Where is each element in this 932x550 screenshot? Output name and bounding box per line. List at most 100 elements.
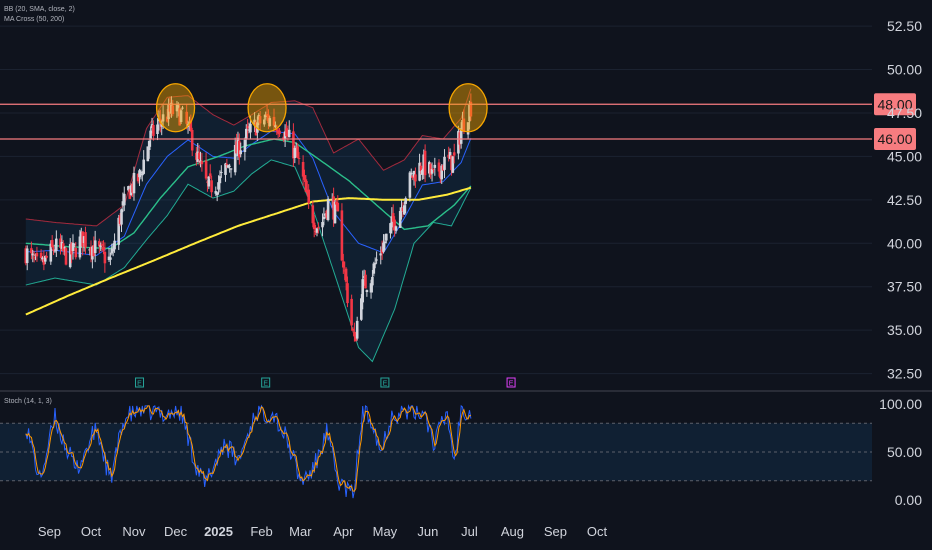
candle-body	[100, 244, 104, 246]
candle-body	[138, 170, 141, 178]
candle-body	[421, 170, 424, 175]
candle-body	[293, 147, 297, 158]
candle-body	[418, 162, 421, 181]
candle-body	[60, 242, 64, 249]
candle-body	[224, 163, 227, 175]
candle-body	[73, 243, 76, 245]
time-tick-label: May	[373, 524, 398, 539]
stoch-tick-label: 100.00	[879, 396, 922, 412]
candle-body	[324, 213, 327, 216]
candle-body	[447, 154, 450, 158]
candle-body	[88, 249, 91, 251]
candle-body	[285, 128, 288, 137]
candle-body	[98, 241, 101, 247]
candle-body	[246, 126, 249, 129]
candle-body	[459, 128, 463, 144]
candle-body	[408, 172, 412, 198]
candle-body	[306, 190, 309, 194]
candle-body	[196, 151, 199, 162]
candle-body	[156, 124, 159, 134]
stoch-axis[interactable]: 100.00 50.00 0.00	[879, 396, 922, 508]
candle-body	[91, 246, 94, 260]
time-tick-label: Aug	[501, 524, 524, 539]
candle-body	[170, 102, 173, 114]
candle-body	[31, 253, 35, 256]
candle-body	[274, 125, 277, 128]
candle-body	[364, 274, 367, 289]
candle-body	[372, 263, 376, 274]
price-axis[interactable]: 52.50 50.00 47.50 45.00 42.50 40.00 37.50 35.00…	[887, 18, 922, 382]
price-tick-label: 47.50	[887, 105, 922, 121]
time-tick-label: Jun	[417, 524, 438, 539]
time-tick-label: Mar	[289, 524, 312, 539]
candle-body	[188, 122, 191, 124]
candle-body	[332, 196, 335, 220]
time-axis[interactable]: Sep Oct Nov Dec 2025 Feb Mar Apr May Jun Jul Aug Sep…	[38, 524, 608, 539]
candle-body	[74, 248, 78, 258]
candle-body	[208, 173, 212, 177]
candle-body	[218, 176, 222, 184]
candle-body	[128, 189, 132, 199]
candle-body	[30, 248, 33, 254]
bb-legend[interactable]: BB (20, SMA, close, 2)	[4, 6, 75, 13]
level-tag-label-0: 48.00	[877, 96, 912, 112]
bb-basis-line	[25, 130, 472, 257]
candle-body	[433, 164, 437, 168]
candle-body	[152, 125, 155, 136]
candle-body	[314, 230, 317, 232]
bb-band-area	[25, 88, 471, 362]
candle-body	[55, 238, 58, 251]
candle-body	[32, 257, 36, 259]
candle-body	[336, 202, 340, 212]
candle-body	[149, 130, 152, 139]
candle-body	[142, 159, 145, 174]
candle-body	[333, 201, 337, 224]
candle-body	[287, 129, 291, 138]
candle-body	[147, 141, 151, 150]
candle-body	[233, 145, 237, 173]
candle-body	[136, 173, 140, 182]
candle-body	[50, 240, 54, 248]
candle-body	[82, 236, 86, 243]
candle-body	[63, 247, 66, 249]
candle-body	[185, 111, 188, 124]
candle-body	[422, 154, 425, 174]
candle-body	[448, 152, 452, 159]
candle-body	[432, 168, 435, 170]
candle-body	[199, 160, 202, 163]
candle-body	[311, 205, 315, 224]
candle-body	[322, 216, 326, 220]
candle-body	[391, 213, 395, 222]
candle-body	[379, 253, 382, 256]
candle-body	[385, 233, 388, 241]
candle-body	[321, 222, 324, 228]
price-levels: 48.00 46.00	[0, 93, 916, 151]
candle-body	[264, 114, 267, 118]
candle-body	[346, 283, 349, 304]
candle-body	[238, 140, 241, 158]
price-tick-label: 45.00	[887, 148, 922, 164]
candle-body	[461, 120, 464, 130]
candle-body	[165, 116, 169, 122]
candle-body	[254, 122, 258, 136]
candle-body	[430, 168, 434, 174]
candle-body	[373, 263, 377, 265]
candle-body	[131, 183, 134, 193]
candle-body	[204, 160, 208, 179]
candle-body	[361, 279, 364, 303]
candle-body	[315, 228, 319, 233]
candle-body	[93, 240, 97, 253]
candle-body	[117, 217, 120, 245]
candle-body	[462, 118, 466, 132]
candle-body	[107, 256, 111, 260]
ma-cross-legend[interactable]: MA Cross (50, 200)	[4, 16, 65, 23]
candle-body	[225, 164, 229, 166]
ma200-line	[25, 186, 472, 316]
candle-body	[214, 191, 218, 194]
candle-body	[441, 165, 445, 171]
stoch-legend[interactable]: Stoch (14, 1, 3)	[4, 398, 52, 405]
candle-body	[294, 150, 298, 152]
candle-body	[118, 215, 122, 224]
candle-body	[179, 110, 183, 122]
candle-body	[411, 175, 414, 178]
